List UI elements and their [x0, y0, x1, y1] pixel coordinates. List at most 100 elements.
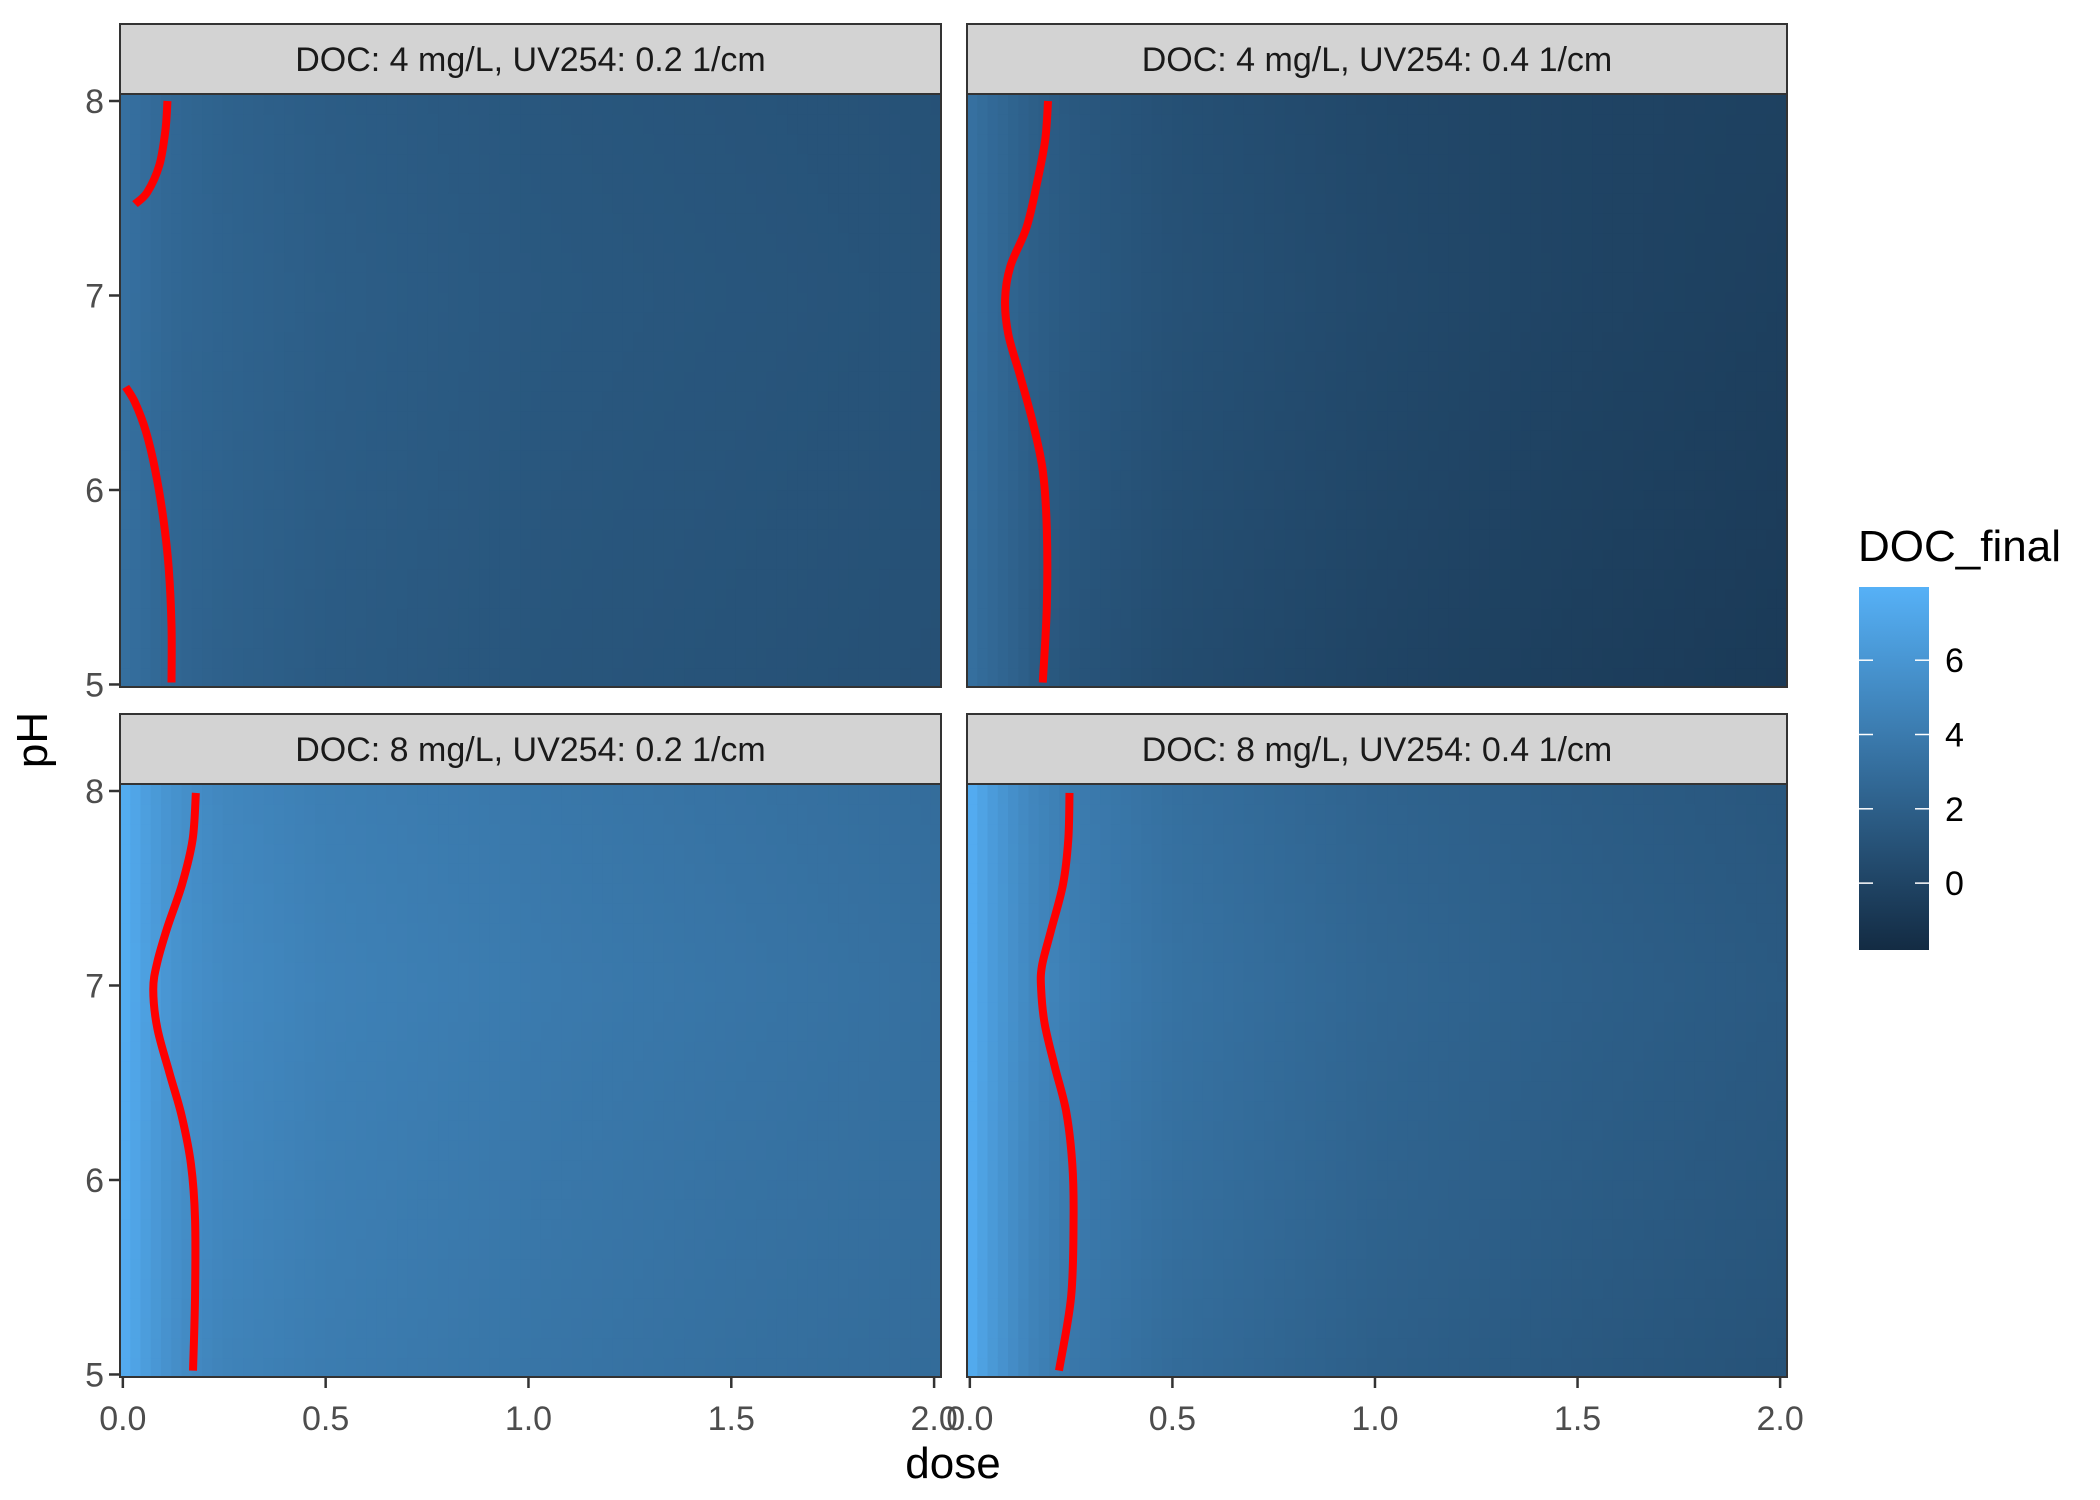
heatmap-cell	[694, 528, 706, 550]
heatmap-cell	[1633, 410, 1645, 431]
heatmap-cell	[120, 823, 132, 845]
heatmap-cell	[130, 1238, 142, 1260]
heatmap-cell	[838, 232, 850, 253]
heatmap-cell	[1336, 548, 1348, 570]
heatmap-cell	[1561, 192, 1573, 214]
heatmap-cell	[1243, 192, 1255, 214]
heatmap-cell	[848, 252, 860, 273]
heatmap-cell	[977, 410, 989, 431]
heatmap-cell	[612, 410, 624, 431]
heatmap-cell	[1069, 94, 1081, 115]
heatmap-cell	[746, 173, 758, 194]
heatmap-cell	[807, 627, 819, 649]
heatmap-cell	[1100, 588, 1112, 609]
heatmap-cell	[1141, 568, 1153, 589]
heatmap-cell	[1459, 133, 1471, 155]
heatmap-cell	[468, 449, 480, 471]
heatmap-cell	[1448, 173, 1460, 194]
heatmap-cell	[191, 627, 203, 649]
heatmap-cell	[746, 667, 758, 688]
heatmap-cell	[140, 784, 152, 805]
heatmap-cell	[1756, 271, 1768, 293]
heatmap-cell	[376, 548, 388, 570]
heatmap-cell	[1561, 430, 1573, 451]
heatmap-cell	[977, 153, 989, 174]
heatmap-cell	[1315, 133, 1327, 155]
heatmap-cell	[622, 311, 634, 332]
heatmap-cell	[1541, 607, 1553, 629]
heatmap-cell	[1223, 252, 1235, 273]
heatmap-cell	[828, 212, 840, 234]
heatmap-cell	[987, 390, 999, 412]
heatmap-cell	[1223, 430, 1235, 451]
heatmap-cell	[1469, 153, 1481, 174]
heatmap-cell	[817, 430, 829, 451]
heatmap-cell	[1705, 509, 1717, 530]
heatmap-cell	[325, 331, 337, 352]
heatmap-cell	[1500, 351, 1512, 372]
heatmap-cell	[366, 133, 378, 155]
heatmap-cell	[510, 449, 522, 471]
heatmap-cell	[222, 351, 234, 372]
heatmap-cell	[499, 331, 511, 352]
heatmap-cell	[1725, 607, 1737, 629]
heatmap-cell	[150, 843, 162, 864]
heatmap-cell	[1356, 153, 1368, 174]
heatmap-cell	[427, 94, 439, 115]
heatmap-cell	[1438, 173, 1450, 194]
heatmap-cell	[335, 311, 347, 332]
heatmap-cell	[1223, 133, 1235, 155]
heatmap-cell	[622, 173, 634, 194]
heatmap-cell	[1090, 509, 1102, 530]
heatmap-cell	[1059, 509, 1071, 530]
heatmap-cell	[284, 232, 296, 253]
heatmap-cell	[930, 430, 942, 451]
heatmap-cell	[1428, 351, 1440, 372]
heatmap-cell	[520, 548, 532, 570]
heatmap-cell	[263, 133, 275, 155]
heatmap-cell	[551, 331, 563, 352]
heatmap-cell	[828, 588, 840, 609]
heatmap-cell	[1664, 588, 1676, 609]
heatmap-cell	[1274, 153, 1286, 174]
heatmap-cell	[366, 271, 378, 293]
heatmap-cell	[705, 410, 717, 431]
heatmap-cell	[520, 390, 532, 412]
heatmap-cell	[817, 667, 829, 688]
heatmap-cell	[602, 449, 614, 471]
heatmap-cell	[817, 232, 829, 253]
heatmap-cell	[1623, 390, 1635, 412]
heatmap-cell	[807, 94, 819, 115]
heatmap-cell	[735, 390, 747, 412]
heatmap-cell	[1674, 212, 1686, 234]
heatmap-cell	[787, 469, 799, 491]
heatmap-cell	[889, 627, 901, 649]
heatmap-cell	[848, 449, 860, 471]
heatmap-cell	[1141, 588, 1153, 609]
heatmap-cell	[828, 291, 840, 313]
heatmap-cell	[1674, 390, 1686, 412]
heatmap-cell	[304, 548, 316, 570]
heatmap-cell	[386, 509, 398, 530]
heatmap-cell	[1592, 489, 1604, 510]
heatmap-cell	[1551, 627, 1563, 649]
heatmap-cell	[1746, 113, 1758, 135]
heatmap-cell	[304, 133, 316, 155]
heatmap-cell	[191, 509, 203, 530]
heatmap-cell	[787, 390, 799, 412]
heatmap-cell	[1735, 113, 1747, 135]
heatmap-cell	[356, 153, 368, 174]
heatmap-cell	[1653, 430, 1665, 451]
heatmap-cell	[140, 1041, 152, 1062]
heatmap-cell	[1592, 173, 1604, 194]
heatmap-cell	[530, 469, 542, 491]
heatmap-cell	[1336, 94, 1348, 115]
heatmap-cell	[386, 588, 398, 609]
heatmap-cell	[427, 667, 439, 688]
heatmap-cell	[746, 647, 758, 669]
heatmap-cell	[325, 528, 337, 550]
heatmap-cell	[1182, 469, 1194, 491]
heatmap-cell	[222, 528, 234, 550]
heatmap-cell	[1428, 370, 1440, 392]
heatmap-cell	[263, 291, 275, 313]
